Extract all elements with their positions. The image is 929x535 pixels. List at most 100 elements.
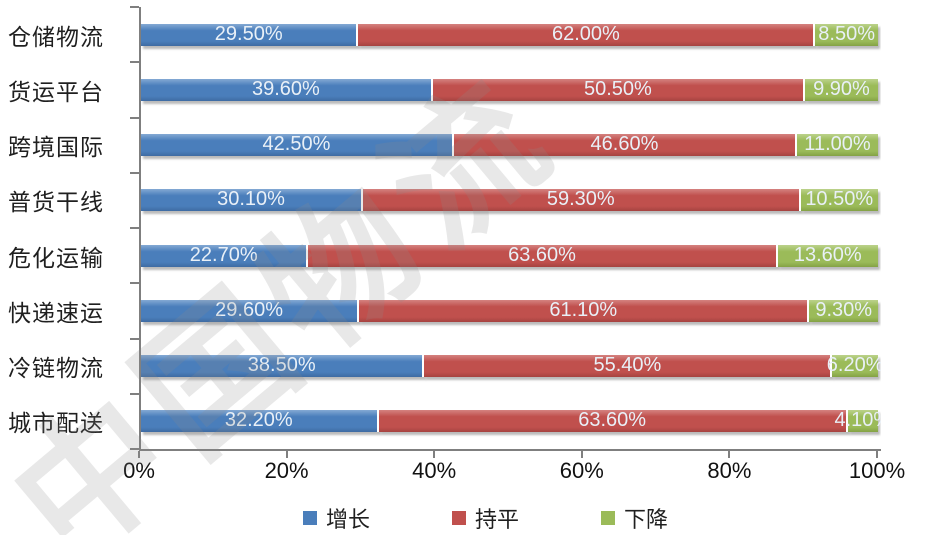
bar-segment-持平: 50.50%	[432, 77, 806, 101]
data-label: 50.50%	[584, 77, 652, 100]
x-axis-tick	[433, 451, 436, 458]
x-axis-tick-label: 80%	[707, 458, 752, 483]
bar-segment-增长: 42.50%	[141, 133, 454, 157]
stacked-bar: 42.50% 46.60% 11.00%	[141, 133, 878, 157]
y-axis-tick	[130, 448, 139, 450]
bar-segment-下降: 8.50%	[815, 22, 878, 46]
stacked-bar: 30.10% 59.30% 10.50%	[141, 188, 878, 212]
legend-item-持平: 持平	[452, 502, 519, 534]
category-label-2: 货运平台	[8, 78, 104, 105]
x-axis-tick	[580, 451, 583, 458]
category-label-5: 危化运输	[8, 244, 104, 271]
data-label: 4.10%	[834, 409, 881, 432]
data-label: 29.50%	[214, 22, 283, 45]
y-axis-tick	[130, 282, 139, 285]
x-axis-tick	[138, 451, 140, 458]
bar-segment-增长: 39.60%	[141, 78, 433, 101]
data-label: 59.30%	[546, 188, 615, 211]
legend-swatch-icon	[601, 511, 616, 525]
category-label-1: 仓储物流	[8, 23, 104, 50]
data-label: 22.70%	[189, 243, 258, 266]
y-axis-tick	[130, 227, 139, 229]
stacked-bar: 38.50% 55.40% 6.20%	[141, 354, 881, 378]
bar-segment-增长: 38.50%	[141, 354, 425, 378]
x-axis-tick-label: 20%	[264, 458, 309, 483]
bar-segment-增长: 29.50%	[141, 22, 359, 46]
bar-segment-增长: 29.60%	[141, 298, 360, 322]
data-label: 9.30%	[815, 298, 873, 321]
stacked-bar: 22.70% 63.60% 13.60%	[141, 243, 878, 267]
bar-segment-持平: 59.30%	[363, 188, 801, 212]
category-label-8: 城市配送	[8, 410, 104, 437]
data-label: 13.60%	[793, 243, 862, 266]
legend-item-下降: 下降	[601, 502, 668, 534]
data-label: 63.60%	[578, 409, 647, 432]
legend-swatch-icon	[303, 511, 317, 525]
bar-segment-持平: 55.40%	[424, 354, 833, 378]
stacked-bar: 39.60% 50.50% 9.90%	[141, 77, 878, 101]
bar-row-4: 30.10% 59.30% 10.50%	[141, 173, 881, 228]
data-label: 29.60%	[215, 298, 283, 321]
y-axis-tick	[130, 61, 139, 64]
category-label-4: 普货干线	[8, 189, 104, 216]
bar-segment-下降: 11.00%	[797, 133, 878, 157]
data-label: 9.90%	[813, 77, 870, 100]
x-axis-tick	[285, 451, 288, 458]
bar-segment-下降: 6.20%	[827, 354, 881, 378]
x-axis-tick-label: 40%	[412, 458, 457, 483]
bar-segment-持平: 62.00%	[358, 22, 816, 46]
data-label: 10.50%	[805, 188, 874, 211]
category-label-6: 快递速运	[8, 299, 104, 326]
bar-segment-持平: 63.60%	[308, 243, 778, 267]
bar-segment-下降: 9.30%	[809, 298, 878, 322]
y-axis-tick	[130, 6, 139, 8]
bar-row-8: 32.20% 63.60% 4.10%	[141, 394, 881, 449]
data-label: 46.60%	[590, 133, 659, 156]
y-axis-tick	[130, 171, 139, 174]
data-label: 55.40%	[593, 354, 662, 377]
data-label: 63.60%	[508, 243, 576, 266]
x-axis-tick-label: 0%	[123, 458, 155, 483]
legend: 增长 持平 下降	[303, 502, 668, 534]
y-axis-tick	[130, 116, 139, 119]
legend-label: 持平	[475, 507, 520, 532]
data-label: 30.10%	[217, 188, 285, 211]
stacked-bar: 29.60% 61.10% 9.30%	[141, 298, 878, 322]
bar-row-7: 38.50% 55.40% 6.20%	[141, 339, 881, 394]
x-axis-tick	[876, 451, 878, 458]
data-label: 6.20%	[826, 354, 881, 377]
legend-label: 增长	[326, 507, 371, 532]
bar-segment-增长: 30.10%	[141, 188, 364, 212]
bar-row-5: 22.70% 63.60% 13.60%	[141, 228, 881, 283]
bar-segment-下降: 13.60%	[777, 243, 878, 267]
bar-row-2: 39.60% 50.50% 9.90%	[141, 62, 881, 117]
y-axis-tick	[130, 392, 139, 395]
data-label: 38.50%	[247, 354, 316, 377]
legend-item-增长: 增长	[303, 502, 370, 534]
legend-swatch-icon	[452, 511, 467, 525]
y-axis-category-labels: 仓储物流 货运平台 跨境国际 普货干线 危化运输 快递速运 冷链物流 城市配送	[8, 7, 132, 449]
bar-segment-下降: 4.10%	[834, 409, 881, 433]
bar-segment-增长: 32.20%	[141, 409, 379, 433]
bar-segment-下降: 10.50%	[800, 188, 878, 212]
bar-segment-下降: 9.90%	[805, 77, 878, 101]
data-label: 42.50%	[262, 133, 331, 156]
x-axis-tick-label: 60%	[559, 458, 604, 483]
bar-row-3: 42.50% 46.60% 11.00%	[141, 118, 881, 173]
stacked-bar: 29.50% 62.00% 8.50%	[141, 22, 878, 46]
x-axis-tick	[728, 451, 731, 458]
bar-row-6: 29.60% 61.10% 9.30%	[141, 283, 881, 338]
bar-segment-持平: 46.60%	[453, 133, 797, 157]
data-label: 8.50%	[818, 22, 876, 45]
bar-segment-增长: 22.70%	[141, 243, 309, 267]
data-label: 32.20%	[224, 409, 293, 432]
data-label: 62.00%	[551, 22, 620, 45]
bar-segment-持平: 61.10%	[359, 298, 810, 322]
bar-row-1: 29.50% 62.00% 8.50%	[141, 7, 881, 62]
plot-area: 29.50% 62.00% 8.50% 39.60% 50.50% 9.90% 42.50%…	[139, 7, 881, 451]
legend-label: 下降	[624, 507, 669, 532]
data-label: 61.10%	[549, 298, 618, 321]
bar-segment-持平: 63.60%	[378, 409, 848, 433]
category-label-7: 冷链物流	[8, 355, 104, 382]
